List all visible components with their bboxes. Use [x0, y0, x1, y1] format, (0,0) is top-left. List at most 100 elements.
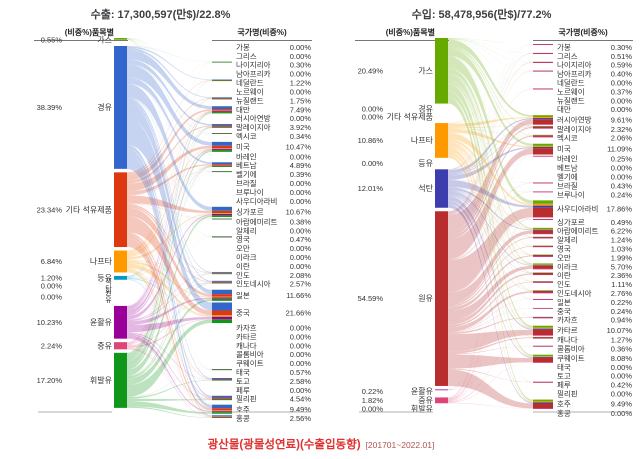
sankey-flow[interactable] [448, 83, 533, 318]
country-node-segment[interactable] [212, 294, 232, 297]
sankey-flow[interactable] [127, 207, 212, 297]
sankey-flow[interactable] [448, 368, 533, 383]
sankey-flow[interactable] [127, 133, 212, 184]
sankey-flow[interactable] [448, 191, 533, 261]
country-node-segment[interactable] [533, 219, 553, 220]
country-node-segment[interactable] [533, 362, 553, 363]
country-node-segment[interactable] [533, 117, 553, 119]
sankey-flow[interactable] [127, 97, 212, 273]
sankey-flow[interactable] [448, 62, 533, 214]
sankey-flow[interactable] [448, 193, 533, 274]
country-node-segment[interactable] [533, 148, 553, 155]
sankey-flow[interactable] [448, 45, 533, 127]
sankey-flow[interactable] [448, 265, 533, 321]
country-node-segment[interactable] [533, 229, 553, 230]
sankey-flow[interactable] [127, 111, 212, 310]
country-node-segment[interactable] [533, 136, 553, 138]
country-node-segment[interactable] [212, 171, 232, 173]
sankey-flow[interactable] [448, 216, 533, 390]
sankey-flow[interactable] [127, 260, 212, 298]
sankey-flow[interactable] [448, 182, 533, 390]
sankey-flow[interactable] [448, 97, 533, 382]
country-node-segment[interactable] [212, 399, 232, 401]
sankey-flow[interactable] [448, 335, 533, 403]
sankey-flow[interactable] [127, 39, 212, 396]
country-node-segment[interactable] [212, 404, 232, 409]
sankey-flow[interactable] [127, 268, 212, 370]
sankey-flow[interactable] [127, 38, 212, 80]
sankey-flow[interactable] [127, 171, 212, 258]
sankey-flow[interactable] [448, 230, 533, 304]
country-node-segment[interactable] [533, 119, 553, 125]
sankey-flow[interactable] [127, 110, 212, 253]
item-node-석탄[interactable] [435, 169, 448, 208]
sankey-flow[interactable] [127, 154, 212, 409]
sankey-flow[interactable] [448, 132, 533, 206]
sankey-flow[interactable] [448, 44, 533, 170]
sankey-flow[interactable] [448, 142, 533, 256]
country-node-segment[interactable] [533, 337, 553, 339]
country-node-segment[interactable] [212, 80, 232, 82]
country-node-segment[interactable] [533, 408, 553, 409]
sankey-flow[interactable] [448, 74, 533, 255]
sankey-flow[interactable] [448, 154, 533, 400]
sankey-flow[interactable] [127, 100, 212, 282]
sankey-flow[interactable] [448, 144, 533, 274]
country-node-segment[interactable] [533, 53, 553, 54]
sankey-flow[interactable] [127, 234, 212, 399]
sankey-flow[interactable] [448, 255, 533, 311]
country-node-segment[interactable] [533, 71, 553, 72]
sankey-flow[interactable] [127, 245, 212, 417]
country-node-segment[interactable] [533, 143, 553, 146]
sankey-flow[interactable] [127, 112, 212, 343]
sankey-flow[interactable] [448, 75, 533, 265]
sankey-flow[interactable] [127, 46, 212, 81]
country-node-segment[interactable] [212, 125, 232, 127]
country-node-segment[interactable] [533, 264, 553, 266]
sankey-flow[interactable] [127, 205, 212, 283]
sankey-flow[interactable] [127, 148, 212, 277]
country-node-segment[interactable] [533, 325, 553, 328]
sankey-flow[interactable] [448, 53, 533, 170]
sankey-flow[interactable] [127, 347, 212, 381]
sankey-flow[interactable] [127, 96, 212, 219]
sankey-flow[interactable] [448, 246, 533, 308]
sankey-flow[interactable] [448, 203, 533, 382]
country-node-segment[interactable] [533, 126, 553, 128]
country-node-segment[interactable] [212, 296, 232, 298]
sankey-flow[interactable] [448, 62, 533, 398]
country-node-segment[interactable] [212, 302, 232, 311]
country-node-segment[interactable] [533, 246, 553, 248]
country-node-segment[interactable] [212, 162, 232, 165]
country-node-segment[interactable] [212, 398, 232, 400]
sankey-flow[interactable] [127, 47, 212, 99]
sankey-flow[interactable] [127, 298, 212, 347]
sankey-flow[interactable] [127, 150, 212, 367]
sankey-flow[interactable] [448, 369, 533, 409]
item-node-경유[interactable] [114, 46, 127, 169]
sankey-flow[interactable] [448, 207, 533, 292]
sankey-flow[interactable] [127, 38, 212, 219]
sankey-flow[interactable] [127, 273, 212, 321]
country-node-segment[interactable] [533, 329, 553, 336]
country-node-segment[interactable] [533, 182, 553, 184]
sankey-flow[interactable] [448, 317, 533, 335]
sankey-flow[interactable] [448, 151, 533, 358]
sankey-flow[interactable] [127, 46, 212, 62]
country-node-segment[interactable] [533, 134, 553, 136]
country-node-segment[interactable] [533, 354, 553, 357]
sankey-flow[interactable] [127, 218, 212, 346]
sankey-flow[interactable] [127, 260, 212, 283]
country-node-segment[interactable] [533, 118, 553, 120]
sankey-flow[interactable] [448, 147, 533, 300]
sankey-flow[interactable] [127, 319, 212, 348]
sankey-flow[interactable] [127, 126, 212, 311]
sankey-flow[interactable] [448, 233, 533, 401]
country-node-segment[interactable] [212, 165, 232, 167]
country-node-segment[interactable] [533, 62, 553, 63]
sankey-flow[interactable] [448, 196, 533, 330]
sankey-flow[interactable] [127, 133, 212, 362]
country-node-segment[interactable] [533, 255, 553, 257]
country-node-segment[interactable] [533, 88, 553, 90]
sankey-flow[interactable] [127, 125, 212, 184]
